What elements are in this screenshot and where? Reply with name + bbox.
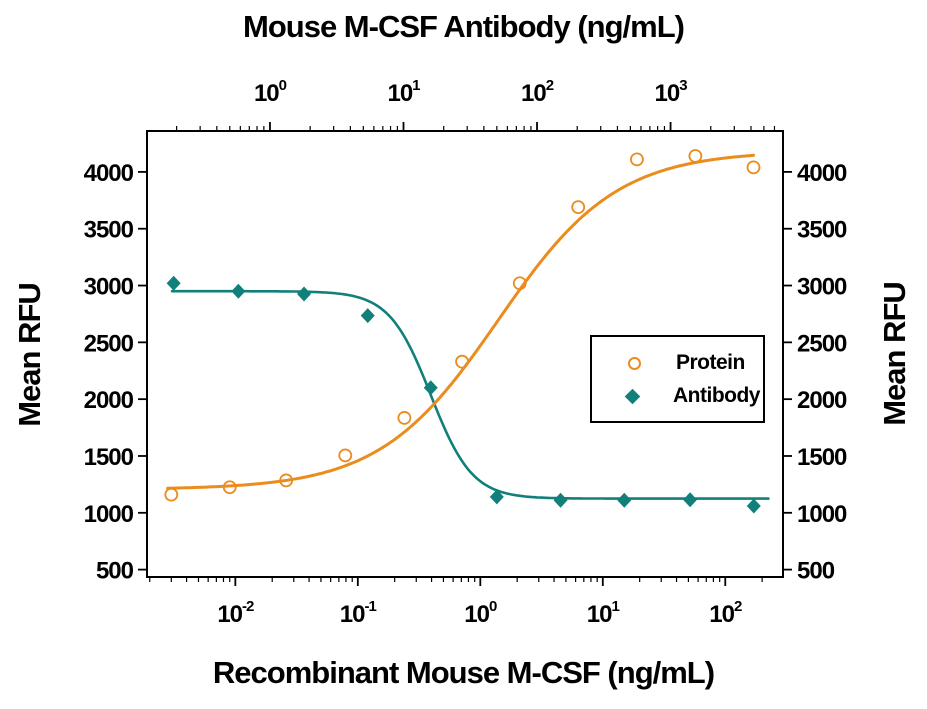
y-tick-label-left: 1000 — [84, 501, 134, 528]
curve-antibody — [170, 289, 770, 500]
antibody-data-point — [746, 498, 761, 514]
y-tick-label-left: 2000 — [84, 387, 134, 414]
y-axis-tick-labels: 500 500 1000 1000 1500 1500 2000 2000 2500 2500 30… — [84, 160, 848, 585]
protein-data-point — [279, 473, 294, 488]
legend-item-antibody: Antibody — [592, 380, 763, 412]
y-tick-label-left: 2500 — [84, 330, 134, 357]
top-axis-title: Mouse M-CSF Antibody (ng/mL) — [243, 9, 685, 44]
bottom-x-tick-label: 100 — [464, 598, 497, 628]
top-x-axis-tick-labels: 100 101 102 103 — [254, 77, 688, 107]
points-antibody — [166, 275, 761, 514]
y-tick-label-left: 3500 — [84, 217, 134, 244]
bottom-x-tick-label: 10-1 — [340, 598, 377, 628]
protein-data-point — [571, 200, 586, 215]
protein-data-point — [512, 276, 527, 291]
bottom-axis-title: Recombinant Mouse M-CSF (ng/mL) — [212, 655, 715, 690]
y-tick-label-right: 1000 — [797, 501, 847, 528]
y-tick-label-right: 4000 — [797, 160, 847, 187]
legend-label-antibody: Antibody — [673, 384, 760, 407]
top-x-tick-label: 103 — [655, 77, 688, 107]
y-tick-label-right: 500 — [797, 558, 835, 585]
y-tick-label-left: 4000 — [84, 160, 134, 187]
top-x-tick-label: 100 — [254, 77, 287, 107]
bottom-x-axis-tick-labels: 10-2 10-1 100 101 102 — [217, 598, 743, 628]
protein-marker-icon — [628, 356, 641, 370]
antibody-data-point — [683, 492, 698, 508]
y-tick-label-left: 3000 — [84, 274, 134, 301]
antibody-data-point — [553, 492, 568, 508]
antibody-data-point — [617, 492, 632, 508]
protein-data-point — [164, 487, 179, 502]
antibody-data-point — [423, 380, 438, 396]
bottom-x-axis-ticks — [149, 577, 763, 586]
plot-border — [146, 130, 784, 578]
antibody-data-point — [231, 283, 246, 299]
protein-data-point — [338, 448, 353, 463]
bottom-x-tick-label: 10-2 — [217, 598, 254, 628]
y-tick-label-right: 2500 — [797, 330, 847, 357]
y-tick-label-left: 1500 — [84, 444, 134, 471]
antibody-data-point — [360, 308, 375, 324]
antibody-marker-icon — [624, 388, 641, 404]
legend-label-protein: Protein — [676, 351, 745, 374]
curve-protein — [166, 153, 755, 490]
antibody-data-point — [297, 286, 312, 302]
top-x-axis-ticks — [176, 122, 776, 131]
y-tick-label-left: 500 — [96, 558, 134, 585]
legend: Protein Antibody — [590, 335, 765, 423]
antibody-data-point — [489, 489, 504, 505]
points-protein — [164, 149, 761, 502]
antibody-data-point — [166, 275, 181, 291]
bottom-x-tick-label: 102 — [709, 598, 742, 628]
legend-item-protein: Protein — [592, 347, 763, 379]
protein-data-point — [222, 480, 237, 495]
y-axis-ticks — [138, 171, 792, 571]
bottom-x-tick-label: 101 — [587, 598, 620, 628]
y-tick-label-right: 1500 — [797, 444, 847, 471]
top-x-tick-label: 102 — [521, 77, 554, 107]
protein-data-point — [397, 411, 412, 425]
y-tick-label-right: 3500 — [797, 217, 847, 244]
top-x-tick-label: 101 — [387, 77, 420, 107]
protein-data-point — [455, 354, 469, 369]
y-tick-label-right: 3000 — [797, 274, 847, 301]
y-tick-label-right: 2000 — [797, 387, 847, 414]
protein-data-point — [688, 149, 703, 163]
protein-data-point — [630, 152, 644, 167]
protein-data-point — [746, 160, 761, 175]
